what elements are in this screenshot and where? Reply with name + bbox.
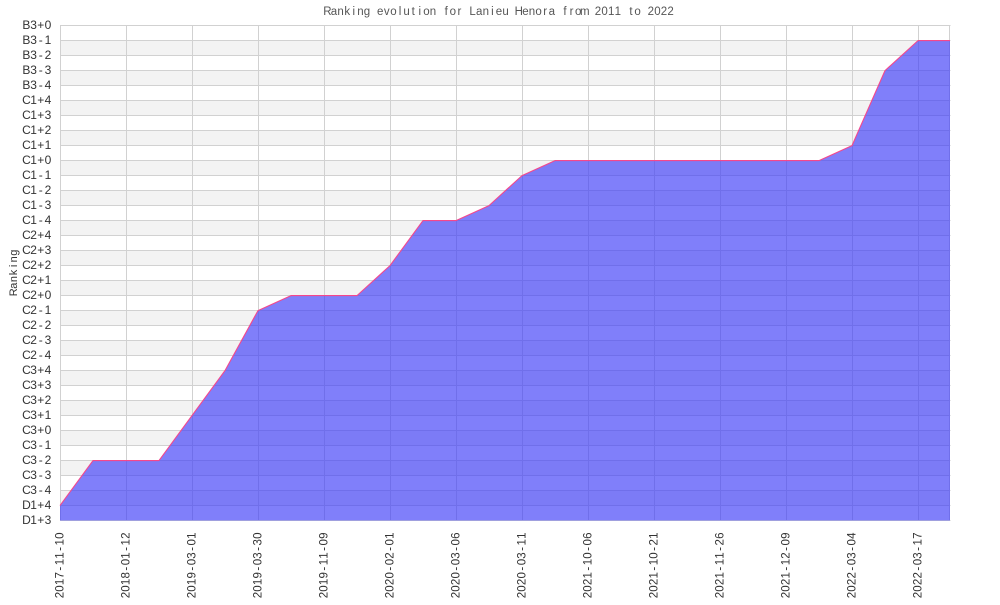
svg-text:2019-11-09: 2019-11-09 [319,532,331,598]
svg-text:C1+3: C1+3 [22,108,52,122]
svg-text:2020-03-11: 2020-03-11 [517,532,529,598]
svg-text:Ranking evolution for Lanieu H: Ranking evolution for Lanieu Henora from… [323,6,674,18]
svg-text:2022-03-17: 2022-03-17 [913,532,925,598]
svg-text:2021-12-09: 2021-12-09 [781,532,793,598]
svg-text:2021-10-21: 2021-10-21 [649,532,661,598]
svg-text:C2-2: C2-2 [22,318,52,332]
svg-text:C2+3: C2+3 [22,243,52,257]
svg-text:C1-3: C1-3 [22,198,52,212]
svg-text:D1+3: D1+3 [22,513,52,527]
svg-text:2020-03-06: 2020-03-06 [451,532,463,598]
svg-text:C2+4: C2+4 [22,228,52,242]
svg-text:2021-11-26: 2021-11-26 [715,532,727,598]
svg-text:C2-4: C2-4 [22,348,52,362]
svg-text:C3+4: C3+4 [22,363,52,377]
svg-text:C3+2: C3+2 [22,393,52,407]
svg-text:C1-2: C1-2 [22,183,52,197]
svg-text:C2+0: C2+0 [22,288,52,302]
svg-text:C3-1: C3-1 [22,438,52,452]
svg-text:C3-4: C3-4 [22,483,52,497]
svg-text:C3+3: C3+3 [22,378,52,392]
svg-text:C1-4: C1-4 [22,213,52,227]
svg-text:C3-3: C3-3 [22,468,52,482]
svg-text:C3+0: C3+0 [22,423,52,437]
svg-text:C3-2: C3-2 [22,453,52,467]
svg-text:2020-02-01: 2020-02-01 [385,532,397,598]
svg-text:D1+4: D1+4 [22,498,52,512]
svg-text:2019-03-01: 2019-03-01 [187,532,199,598]
svg-text:2021-10-06: 2021-10-06 [583,532,595,598]
svg-text:C2+1: C2+1 [22,273,52,287]
svg-text:2022-03-04: 2022-03-04 [847,532,859,598]
svg-text:2019-03-30: 2019-03-30 [253,532,265,598]
svg-text:B3+0: B3+0 [22,18,51,32]
svg-text:C1-1: C1-1 [22,168,52,182]
svg-text:C2-3: C2-3 [22,333,52,347]
svg-text:C2-1: C2-1 [22,303,52,317]
svg-text:C1+0: C1+0 [22,153,52,167]
svg-text:C2+2: C2+2 [22,258,52,272]
svg-text:C1+4: C1+4 [22,93,52,107]
svg-text:Ranking: Ranking [8,250,20,297]
svg-text:2017-11-10: 2017-11-10 [55,532,67,598]
svg-text:2018-01-12: 2018-01-12 [121,532,133,598]
svg-text:C1+2: C1+2 [22,123,52,137]
svg-text:C1+1: C1+1 [22,138,52,152]
svg-text:C3+1: C3+1 [22,408,52,422]
